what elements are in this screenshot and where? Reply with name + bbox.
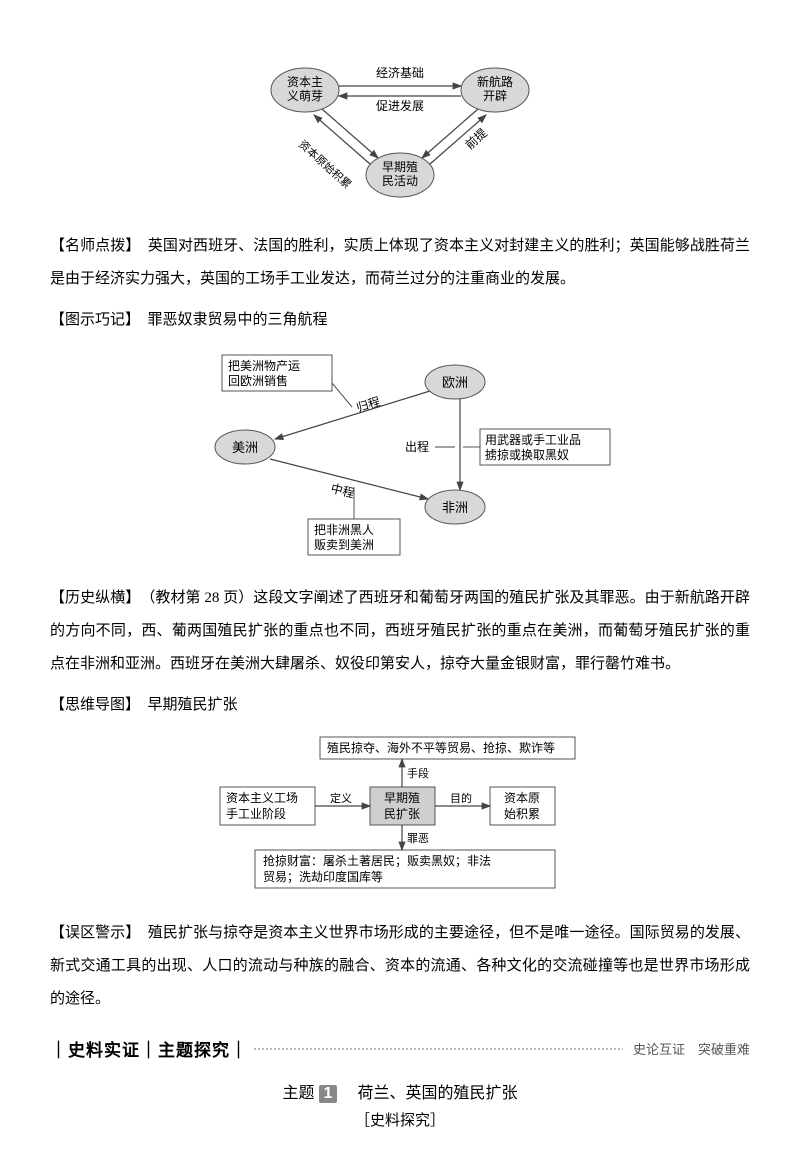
box-text: 贸易；洗劫印度国库等 bbox=[263, 869, 383, 884]
figure-triangle-trade: 归程 出程 中程 欧洲 美洲 非洲 把美洲物产运 回欧洲销售 用武器或手工业品 … bbox=[50, 347, 750, 562]
edge-label: 归程 bbox=[354, 394, 381, 415]
divider bbox=[254, 1048, 623, 1050]
box-text: 资本原 bbox=[504, 791, 540, 805]
tag: 【图示巧记】 bbox=[50, 312, 133, 328]
box-text: 手工业阶段 bbox=[226, 806, 286, 821]
box-text: 殖民掠夺、海外不平等贸易、抢掠、欺诈等 bbox=[327, 740, 555, 755]
box-text: 始积累 bbox=[504, 807, 540, 821]
section-subtitle: 史论互证 突破重难 bbox=[623, 1039, 750, 1058]
sub-heading: ［史料探究］ bbox=[50, 1109, 750, 1130]
box-text: 用武器或手工业品 bbox=[485, 433, 581, 447]
text: 早期殖民扩张 bbox=[133, 697, 238, 713]
edge-label: 罪恶 bbox=[407, 832, 429, 845]
edge-label: 促进发展 bbox=[376, 98, 424, 113]
edge-label: 出程 bbox=[405, 439, 429, 454]
edge-label: 前提 bbox=[462, 125, 490, 152]
node-label: 新航路 bbox=[477, 74, 513, 89]
node-label: 美洲 bbox=[232, 440, 258, 455]
edge-label: 目的 bbox=[450, 791, 472, 805]
node-label: 非洲 bbox=[442, 500, 468, 515]
box-text: 早期殖 bbox=[384, 790, 420, 805]
node-label: 义萌芽 bbox=[287, 89, 323, 103]
edge-label: 资本原始积累 bbox=[296, 137, 354, 192]
box-text: 把美洲物产运 bbox=[228, 359, 300, 373]
box-text: 民扩张 bbox=[384, 807, 420, 821]
box-text: 资本主义工场 bbox=[226, 791, 298, 805]
topic-heading: 主题1 荷兰、英国的殖民扩张 bbox=[50, 1079, 750, 1103]
node-label: 开辟 bbox=[483, 88, 507, 103]
figure-triangle-capitalism: 经济基础 促进发展 前提 资本原始积累 资本主 义萌芽 新航路 开辟 早期殖 民… bbox=[50, 50, 750, 210]
box-text: 把非洲黑人 bbox=[314, 523, 374, 537]
para-teacher-tip: 【名师点拨】 英国对西班牙、法国的胜利，实质上体现了资本主义对封建主义的胜利；英… bbox=[50, 230, 750, 296]
box-text: 抢掠财富：屠杀土著居民；贩卖黑奴；非法 bbox=[263, 853, 491, 868]
section-title: ｜史料实证｜主题探究｜ bbox=[50, 1036, 254, 1061]
para-warning: 【误区警示】 殖民扩张与掠夺是资本主义世界市场形成的主要途径，但不是唯一途径。国… bbox=[50, 917, 750, 1016]
box-text: 贩卖到美洲 bbox=[314, 538, 374, 552]
node-label: 早期殖 bbox=[382, 159, 418, 174]
text: 英国对西班牙、法国的胜利，实质上体现了资本主义对封建主义的胜利；英国能够战胜荷兰… bbox=[50, 238, 750, 287]
topic-number: 1 bbox=[319, 1085, 338, 1103]
edge-label: 手段 bbox=[407, 766, 429, 780]
tag: 【思维导图】 bbox=[50, 697, 133, 713]
node-label: 欧洲 bbox=[442, 375, 468, 390]
edge-label: 定义 bbox=[330, 791, 352, 805]
para-history: 【历史纵横】 （教材第 28 页）这段文字阐述了西班牙和葡萄牙两国的殖民扩张及其… bbox=[50, 582, 750, 681]
node-label: 民活动 bbox=[382, 174, 418, 188]
tag: 【误区警示】 bbox=[50, 925, 133, 941]
box-text: 掳掠或换取黑奴 bbox=[485, 447, 569, 462]
text: （教材第 28 页）这段文字阐述了西班牙和葡萄牙两国的殖民扩张及其罪恶。由于新航… bbox=[50, 590, 750, 672]
box-text: 回欧洲销售 bbox=[228, 373, 288, 388]
text: 罪恶奴隶贸易中的三角航程 bbox=[133, 312, 328, 328]
para-mindmap: 【思维导图】 早期殖民扩张 bbox=[50, 689, 750, 722]
edge-label: 中程 bbox=[329, 480, 356, 500]
tag: 【历史纵横】 bbox=[50, 590, 133, 606]
tag: 【名师点拨】 bbox=[50, 238, 133, 254]
section-header: ｜史料实证｜主题探究｜ 史论互证 突破重难 bbox=[50, 1036, 750, 1061]
topic-prefix: 主题 bbox=[283, 1085, 315, 1102]
node-label: 资本主 bbox=[287, 75, 323, 89]
text: 殖民扩张与掠夺是资本主义世界市场形成的主要途径，但不是唯一途径。国际贸易的发展、… bbox=[50, 925, 750, 1007]
topic-title: 荷兰、英国的殖民扩张 bbox=[341, 1085, 517, 1102]
figure-colonial-expansion: 殖民掠夺、海外不平等贸易、抢掠、欺诈等 资本主义工场 手工业阶段 早期殖 民扩张… bbox=[50, 732, 750, 897]
edge-label: 经济基础 bbox=[376, 65, 424, 80]
para-diagram-tip: 【图示巧记】 罪恶奴隶贸易中的三角航程 bbox=[50, 304, 750, 337]
